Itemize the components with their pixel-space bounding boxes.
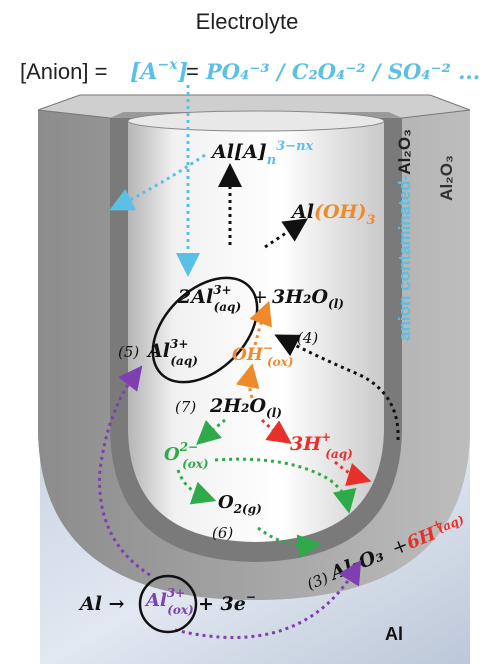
step-6-label: (6) (212, 524, 233, 542)
al-ox-circle (138, 574, 198, 634)
al-ion-ox: Al3+ (ox) (144, 586, 194, 617)
oxide-to-alumina-arrow (214, 457, 357, 514)
plus-sign-2: + (389, 534, 412, 560)
al-aq: Al3+ (aq) (146, 337, 198, 368)
two-h2o: 2H₂O(l) (209, 395, 282, 420)
plus-electrons: + 3e− (198, 590, 256, 615)
hydroxide-ox: OH− (ox) (232, 341, 293, 369)
two-al-aq: 2Al3+ (aq) (177, 283, 241, 314)
oxygen-gas: O2(g) (218, 492, 262, 516)
water-to-hydroxide-arrow (235, 363, 260, 399)
step-5-label: (5) (118, 343, 139, 361)
ion-to-solution-arrow (98, 365, 151, 577)
al-ion-ellipse (151, 276, 259, 384)
al-hydroxide: Al(OH)3 (290, 201, 376, 228)
al2o3-outer-label: Al₂O₃ (437, 155, 456, 201)
equals-sign: = (186, 59, 199, 84)
oxide-ion-ox: O2− (ox) (164, 440, 209, 471)
step-4-label: (4) (297, 329, 318, 347)
al2o3-inner-label: anion contaminated-Al₂O₃ (395, 129, 414, 341)
three-protons: 3H+ (aq) (290, 430, 353, 461)
anion-list: PO₄⁻³ / C₂O₄⁻² / SO₄⁻² ... (205, 59, 480, 84)
ion-to-alumina-arrow (174, 559, 362, 639)
pore-interior (127, 110, 385, 542)
oxide-to-o2-arrow (176, 469, 217, 505)
water-to-oxide-arrow (196, 418, 226, 446)
anion-symbol: [A−x] (130, 57, 188, 85)
plus-sign-1: + (252, 286, 268, 308)
three-h2o: 3H₂O(l) (272, 286, 344, 311)
anion-side-arrow (109, 153, 206, 211)
water-to-proton-arrow (260, 418, 292, 444)
o2-to-alumina-arrow (257, 526, 322, 559)
al-anion-complex: Al[A]n3−nx (210, 139, 314, 168)
anion-definition: [Anion] = [A−x] = PO₄⁻³ / C₂O₄⁻² / SO₄⁻²… (20, 57, 480, 85)
anion-prefix: [Anion] = (20, 59, 107, 84)
al-substrate-label: Al (385, 624, 403, 644)
electrolyte-title: Electrolyte (196, 9, 299, 34)
al-reactant: Al → (78, 593, 125, 615)
step-7-label: (7) (175, 398, 196, 416)
